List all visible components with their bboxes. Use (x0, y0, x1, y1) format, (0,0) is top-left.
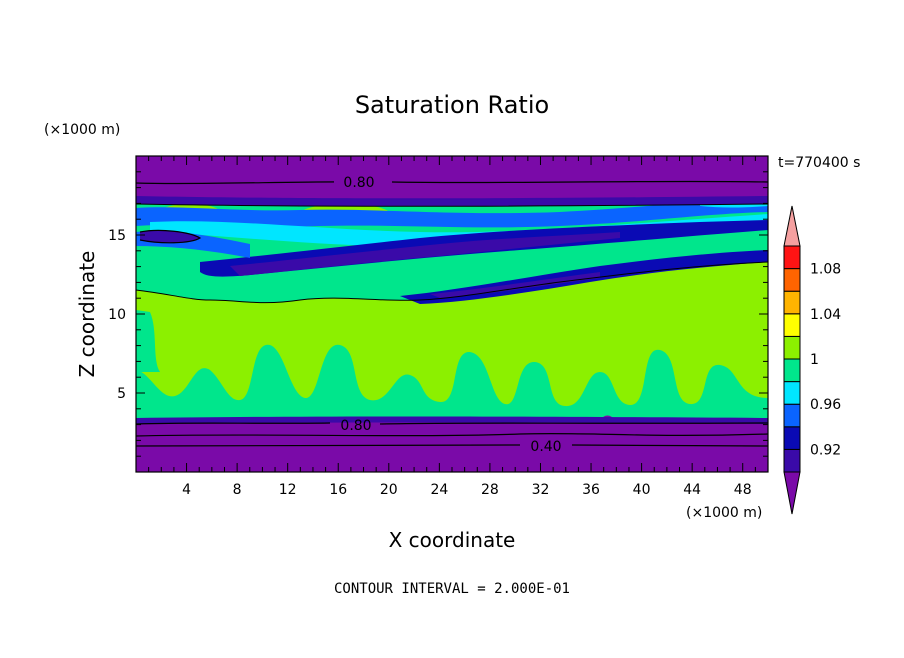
contour-line-surface-1 (136, 422, 768, 425)
colorbar-over-triangle (783, 205, 801, 247)
x-tick-label: 4 (182, 482, 191, 498)
x-unit-label: (×1000 m) (686, 505, 762, 521)
plot-area: 0.80 0.80 0.40 (136, 156, 768, 472)
contour-line-cloud-upper (136, 203, 768, 207)
x-tick-label: 16 (329, 482, 347, 498)
colorbar-box (783, 381, 801, 405)
colorbar-label: 1 (810, 352, 819, 368)
y-axis: 5 10 15 (108, 171, 768, 457)
contour-label-top: 0.80 (343, 175, 374, 191)
x-tick-label: 8 (233, 482, 242, 498)
x-tick-label: 12 (279, 482, 297, 498)
colorbar-under-triangle (783, 471, 801, 515)
colorbar-box (783, 358, 801, 383)
colorbar-box (783, 268, 801, 292)
field-top-band (136, 156, 768, 204)
y-unit-label: (×1000 m) (44, 122, 120, 138)
x-axis-label: X coordinate (389, 528, 516, 552)
field-surface-band (136, 415, 768, 472)
x-tick-label: 28 (481, 482, 499, 498)
field-teal-left (136, 310, 160, 372)
x-tick-label: 24 (430, 482, 448, 498)
contour-label-bg (522, 438, 570, 454)
colorbar-label: 1.04 (810, 307, 841, 323)
x-tick-label: 36 (582, 482, 600, 498)
colorbar-box (783, 335, 801, 360)
colorbar-label: 0.92 (810, 442, 841, 458)
colorbar-label: 0.96 (810, 397, 841, 413)
field-surface-edge (136, 416, 768, 424)
y-axis-label: Z coordinate (75, 251, 99, 378)
y-tick-label: 10 (108, 307, 126, 323)
chart-title: Saturation Ratio (355, 91, 549, 119)
field-cyan-streak (150, 214, 768, 247)
colorbar-box (783, 290, 801, 315)
y-tick-label: 5 (117, 386, 126, 402)
contour-line-left-cell (139, 229, 202, 244)
colorbar-box (783, 245, 801, 270)
x-axis: 4 8 12 16 20 24 28 32 36 40 44 48 (148, 156, 756, 498)
contour-label-surface: 0.80 (340, 418, 371, 434)
field-blue-streak (136, 198, 768, 228)
contour-line-surface-3 (136, 444, 768, 447)
x-tick-label: 48 (734, 482, 752, 498)
time-label: t=770400 s (778, 155, 860, 171)
field-purple-streak-low (430, 272, 600, 298)
x-tick-label: 20 (380, 482, 398, 498)
field-top-band-edge (136, 196, 768, 207)
colorbar: 1.08 1.04 1 0.96 0.92 (783, 205, 841, 515)
x-tick-label: 32 (532, 482, 550, 498)
field-purple-streak (230, 232, 620, 276)
colorbar-box (783, 403, 801, 428)
y-tick-label: 15 (108, 228, 126, 244)
contour-interval-label: CONTOUR INTERVAL = 2.000E-01 (334, 581, 570, 597)
field-teal-lower (136, 344, 768, 420)
colorbar-label: 1.08 (810, 262, 841, 278)
colorbar-box (783, 313, 801, 337)
contour-label-bottom: 0.40 (530, 439, 561, 455)
contour-line-surface-2 (136, 432, 768, 437)
contour-label-bg (334, 174, 384, 190)
x-tick-label: 44 (683, 482, 701, 498)
contour-line-cloud (136, 261, 768, 304)
colorbar-box (783, 448, 801, 473)
colorbar-box (783, 426, 801, 450)
x-tick-label: 40 (633, 482, 651, 498)
